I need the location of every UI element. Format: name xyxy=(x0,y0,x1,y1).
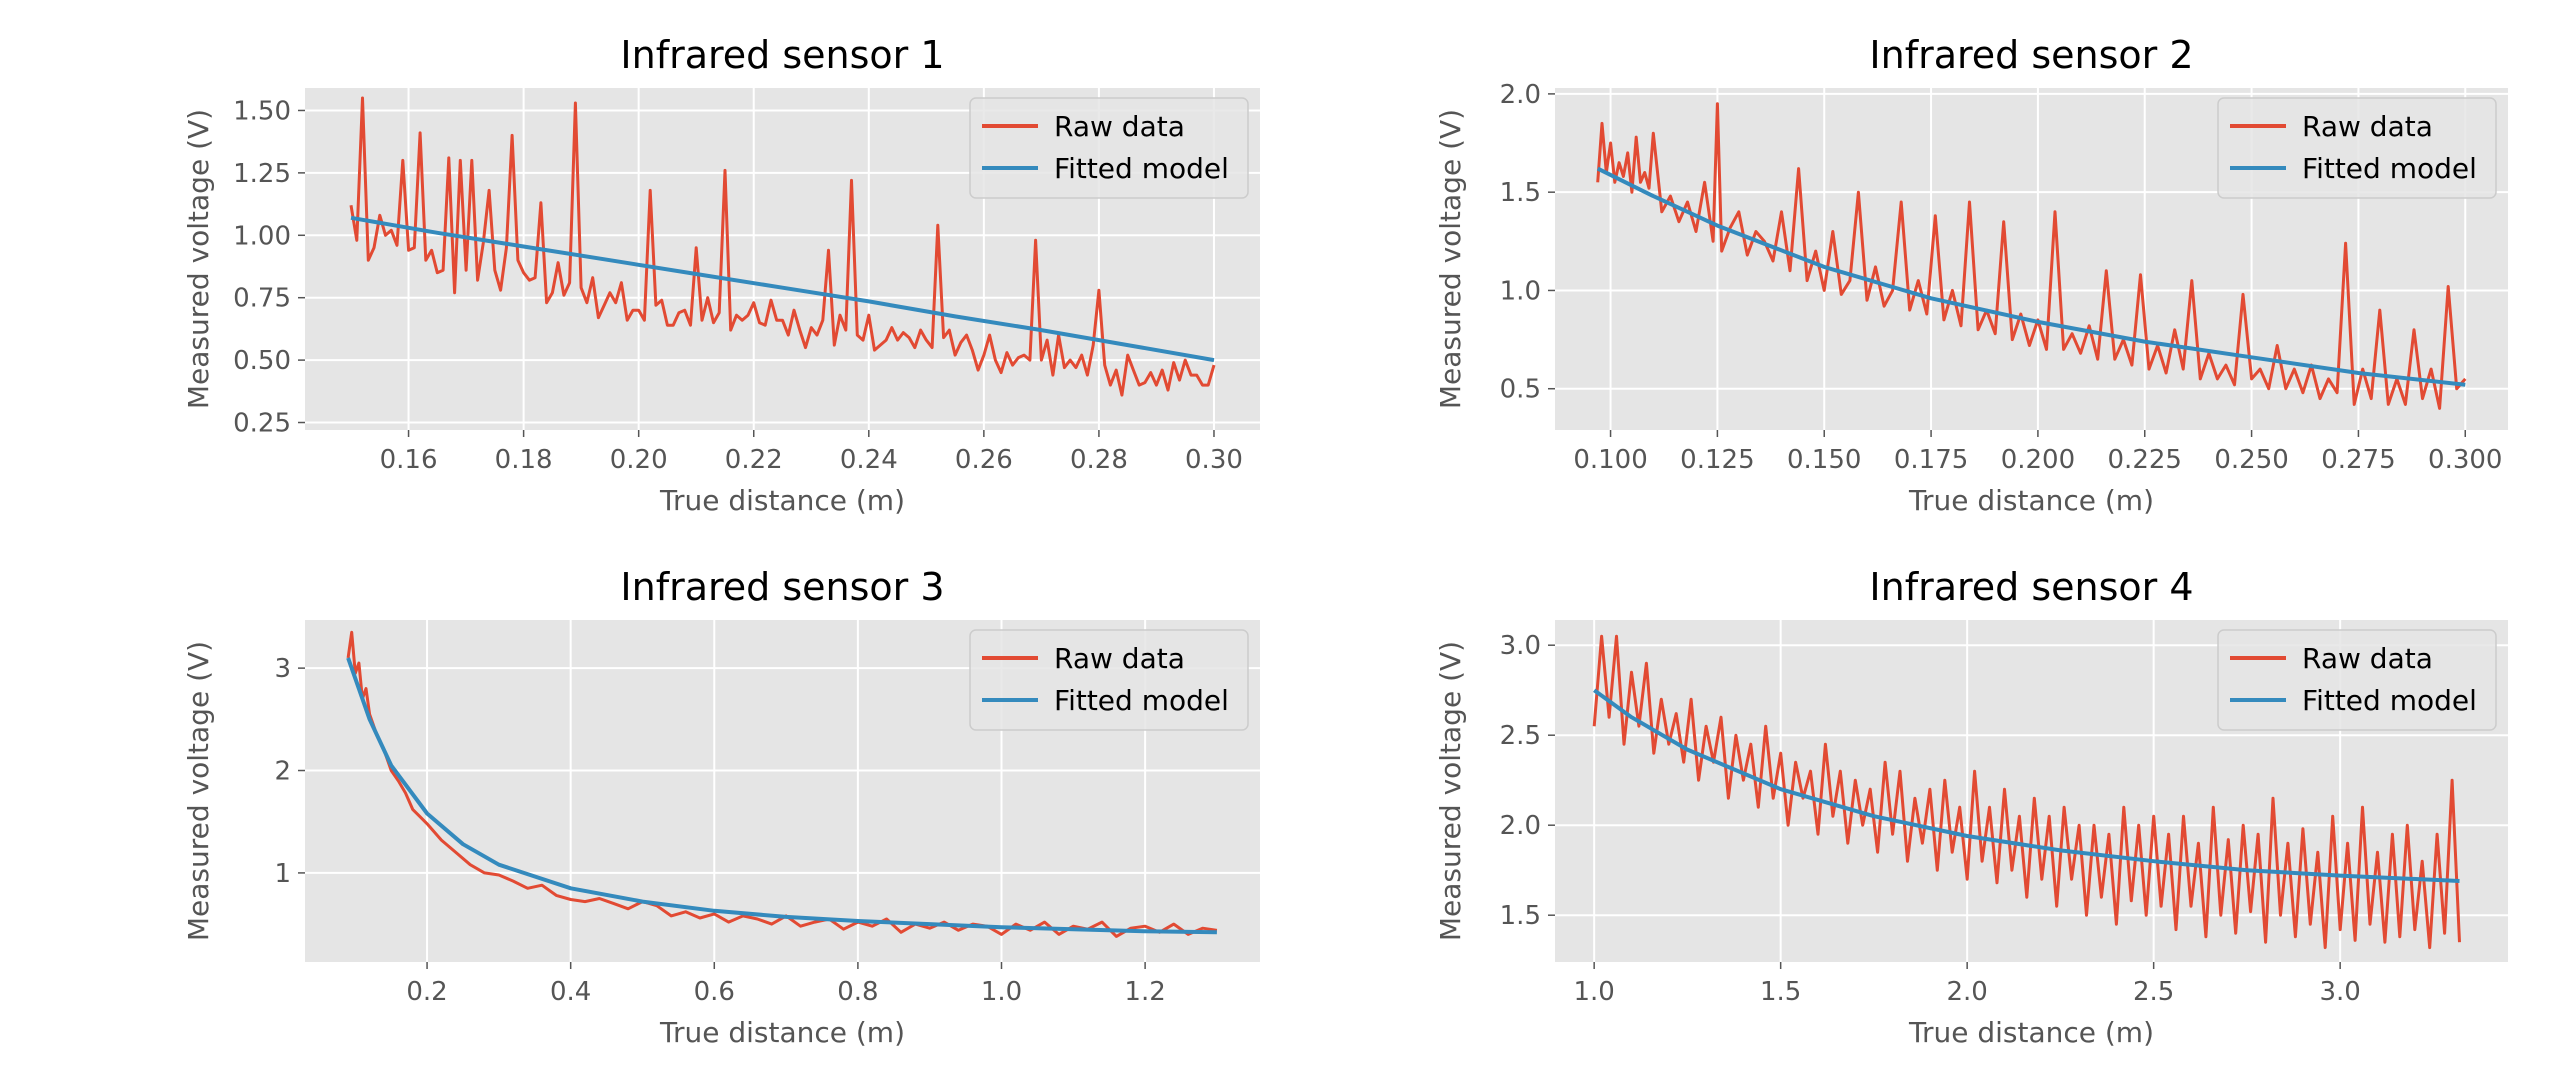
subplot-1: 0.16 0.18 0.20 0.22 0.24 0.26 0.28 0.30 0.25 0.50… xyxy=(182,33,1260,517)
x-tick-label: 0.30 xyxy=(1185,445,1243,475)
x-tick-label: 0.2 xyxy=(406,977,447,1007)
y-axis-label: Measured voltage (V) xyxy=(1434,109,1467,409)
x-tick-label: 0.26 xyxy=(955,445,1013,475)
x-tick-label: 0.100 xyxy=(1573,445,1647,475)
x-tick-label: 0.250 xyxy=(2214,445,2288,475)
x-tick-label: 1.0 xyxy=(981,977,1022,1007)
x-tick-label: 0.225 xyxy=(2108,445,2182,475)
x-tick-label: 1.0 xyxy=(1573,977,1614,1007)
series-line-fitted-model xyxy=(1596,166,2466,387)
x-tick-label: 0.18 xyxy=(495,445,553,475)
legend-label: Fitted model xyxy=(1054,684,1229,717)
x-tick-label: 0.22 xyxy=(725,445,783,475)
x-tick-label: 0.24 xyxy=(840,445,898,475)
x-tick-label: 3.0 xyxy=(2319,977,2360,1007)
legend: Raw data Fitted model xyxy=(969,629,1249,731)
legend: Raw data Fitted model xyxy=(2217,97,2497,199)
x-tick-label: 0.300 xyxy=(2428,445,2502,475)
series-line-raw-data xyxy=(1596,102,2467,410)
y-tick-label: 3.0 xyxy=(1500,631,1541,661)
x-tick-label: 0.20 xyxy=(610,445,668,475)
legend: Raw data Fitted model xyxy=(969,97,1249,199)
series-line-raw-data xyxy=(1592,634,2461,950)
x-tick-label: 0.6 xyxy=(694,977,735,1007)
x-tick-label: 0.16 xyxy=(380,445,438,475)
x-axis-label: True distance (m) xyxy=(659,1016,905,1049)
series-line-fitted-model xyxy=(350,215,1215,363)
y-tick-label: 2 xyxy=(274,757,291,787)
x-tick-label: 0.200 xyxy=(2001,445,2075,475)
subplot-4: 1.0 1.5 2.0 2.5 3.0 1.5 2.0 2.5 3.0 Infrared sens… xyxy=(1434,565,2508,1049)
y-tick-label: 1 xyxy=(274,859,291,889)
legend-box xyxy=(2217,97,2497,199)
legend-label: Raw data xyxy=(1054,642,1185,675)
y-tick-label: 1.50 xyxy=(233,96,291,126)
y-tick-label: 2.0 xyxy=(1500,80,1541,110)
y-tick-label: 0.25 xyxy=(233,409,291,439)
y-tick-label: 1.0 xyxy=(1500,276,1541,306)
x-tick-label: 0.125 xyxy=(1680,445,1754,475)
y-tick-label: 0.75 xyxy=(233,284,291,314)
x-tick-label: 0.8 xyxy=(837,977,878,1007)
y-tick-label: 1.00 xyxy=(233,221,291,251)
x-tick-label: 0.150 xyxy=(1787,445,1861,475)
x-tick-label: 2.0 xyxy=(1946,977,1987,1007)
legend-box xyxy=(2217,629,2497,731)
legend-label: Fitted model xyxy=(2302,684,2477,717)
x-tick-label: 1.2 xyxy=(1124,977,1165,1007)
legend-label: Fitted model xyxy=(1054,152,1229,185)
legend-label: Raw data xyxy=(2302,642,2433,675)
y-tick-label: 0.5 xyxy=(1500,375,1541,405)
subplot-2: 0.100 0.125 0.150 0.175 0.200 0.225 0.250 0.275… xyxy=(1434,33,2508,517)
y-axis-label: Measured voltage (V) xyxy=(182,109,215,409)
subplot-3: 0.2 0.4 0.6 0.8 1.0 1.2 1 2 3 Infrared sensor 3 Tr… xyxy=(182,565,1260,1049)
series-line-fitted-model xyxy=(346,657,1217,935)
y-axis-label: Measured voltage (V) xyxy=(182,641,215,941)
legend-label: Fitted model xyxy=(2302,152,2477,185)
y-axis-label: Measured voltage (V) xyxy=(1434,641,1467,941)
y-tick-label: 1.5 xyxy=(1500,901,1541,931)
legend-box xyxy=(969,97,1249,199)
series-line-raw-data xyxy=(349,96,1216,397)
chart-title: Infrared sensor 2 xyxy=(1869,33,2193,77)
x-axis-label: True distance (m) xyxy=(1908,1016,2154,1049)
x-axis-label: True distance (m) xyxy=(659,484,905,517)
y-tick-label: 0.50 xyxy=(233,346,291,376)
legend: Raw data Fitted model xyxy=(2217,629,2497,731)
y-tick-label: 2.5 xyxy=(1500,721,1541,751)
chart-title: Infrared sensor 3 xyxy=(620,565,944,609)
y-tick-label: 1.5 xyxy=(1500,178,1541,208)
legend-label: Raw data xyxy=(1054,110,1185,143)
x-tick-label: 0.28 xyxy=(1070,445,1128,475)
y-tick-label: 3 xyxy=(274,654,291,684)
x-tick-label: 0.275 xyxy=(2321,445,2395,475)
x-tick-label: 2.5 xyxy=(2133,977,2174,1007)
x-tick-label: 1.5 xyxy=(1760,977,1801,1007)
legend-box xyxy=(969,629,1249,731)
y-tick-label: 1.25 xyxy=(233,159,291,189)
x-tick-label: 0.175 xyxy=(1894,445,1968,475)
legend-label: Raw data xyxy=(2302,110,2433,143)
y-tick-label: 2.0 xyxy=(1500,811,1541,841)
series-line-fitted-model xyxy=(1593,688,2460,883)
chart-title: Infrared sensor 1 xyxy=(620,33,944,77)
chart-title: Infrared sensor 4 xyxy=(1869,565,2193,609)
x-tick-label: 0.4 xyxy=(550,977,591,1007)
x-axis-label: True distance (m) xyxy=(1908,484,2154,517)
